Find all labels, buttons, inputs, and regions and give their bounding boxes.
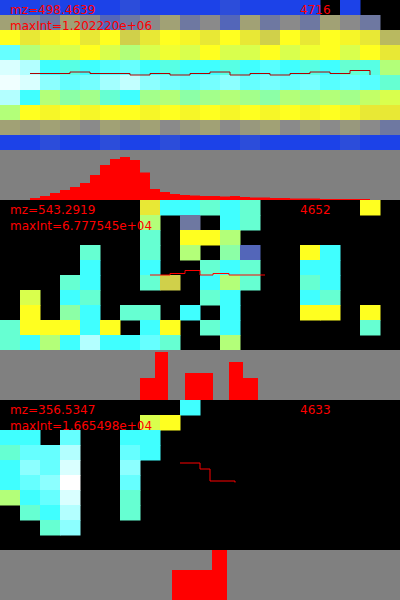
svg-text:maxInt=6.777545e+04: maxInt=6.777545e+04	[10, 219, 152, 233]
svg-text:maxInt=1.665498e+04: maxInt=1.665498e+04	[10, 419, 152, 433]
svg-text:maxInt=1.202220e+06: maxInt=1.202220e+06	[10, 19, 152, 33]
svg-text:mz=543.2919: mz=543.2919	[10, 203, 95, 217]
svg-text:mz=356.5347: mz=356.5347	[10, 403, 95, 417]
svg-text:mz=498.4639: mz=498.4639	[10, 3, 95, 17]
svg-text:4716: 4716	[300, 3, 331, 17]
svg-text:4652: 4652	[300, 203, 331, 217]
svg-text:4633: 4633	[300, 403, 331, 417]
